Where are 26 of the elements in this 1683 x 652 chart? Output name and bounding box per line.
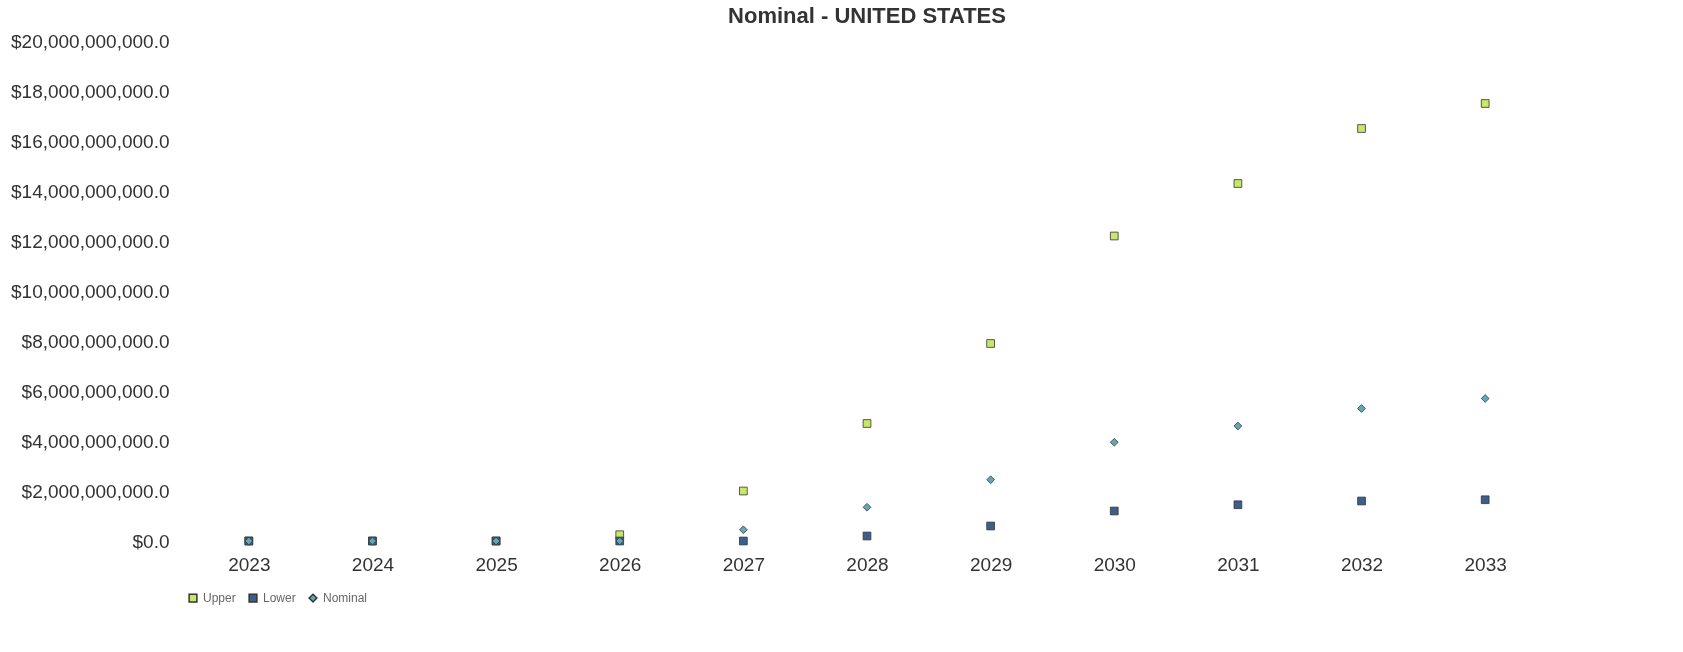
x-tick-label: 2026 [599, 553, 642, 575]
x-tick-label: 2028 [846, 553, 889, 575]
x-tick-label: 2025 [475, 553, 518, 575]
y-tick-label: $14,000,000,000.0 [11, 180, 170, 202]
x-tick-label: 2031 [1217, 553, 1260, 575]
legend-label: Nominal [323, 591, 368, 606]
x-tick-label: 2027 [722, 553, 765, 575]
y-tick-label: $6,000,000,000.0 [21, 380, 170, 402]
x-tick-label: 2023 [228, 553, 271, 575]
y-tick-label: $0.0 [132, 530, 170, 552]
chart-title: Nominal - UNITED STATES [728, 3, 1006, 28]
y-tick-label: $20,000,000,000.0 [11, 30, 170, 52]
y-tick-label: $8,000,000,000.0 [21, 330, 170, 352]
x-tick-label: 2024 [351, 553, 395, 575]
legend-label: Lower [263, 591, 296, 606]
y-tick-label: $18,000,000,000.0 [11, 80, 170, 102]
x-tick-label: 2032 [1340, 553, 1384, 575]
y-tick-label: $12,000,000,000.0 [11, 230, 170, 252]
x-tick-label: 2030 [1093, 553, 1136, 575]
legend-label: Upper [203, 591, 236, 606]
y-tick-label: $4,000,000,000.0 [21, 430, 170, 452]
y-tick-label: $2,000,000,000.0 [21, 480, 170, 502]
y-tick-label: $16,000,000,000.0 [11, 130, 170, 152]
y-tick-label: $10,000,000,000.0 [11, 280, 170, 302]
x-tick-label: 2033 [1464, 553, 1507, 575]
x-tick-label: 2029 [970, 553, 1013, 575]
